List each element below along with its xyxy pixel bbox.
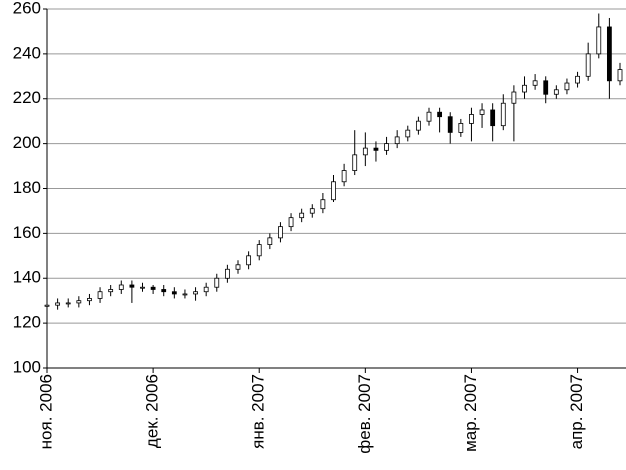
y-tick-label: 260 — [13, 0, 41, 17]
candle-body — [182, 293, 188, 296]
y-tick-label: 240 — [13, 43, 41, 62]
candle-body — [224, 268, 230, 279]
candle-body — [564, 82, 570, 91]
candle-body — [267, 237, 273, 245]
x-tick-label: дек. 2006 — [143, 374, 162, 448]
candle-body — [617, 69, 623, 82]
y-tick-label: 180 — [13, 178, 41, 197]
candle-body — [490, 109, 496, 127]
candle-body — [87, 298, 92, 302]
x-tick-label: янв. 2007 — [249, 374, 268, 449]
candle-body — [44, 304, 50, 307]
candle-body — [203, 286, 209, 293]
candle-body — [458, 123, 464, 133]
candle-body — [532, 80, 538, 86]
candle-body — [331, 181, 336, 201]
x-tick-label: фев. 2007 — [355, 374, 374, 454]
candle-body — [97, 291, 103, 299]
candle-body — [553, 89, 559, 95]
candle-body — [543, 80, 549, 95]
candle-body — [246, 255, 252, 266]
candle-body — [214, 277, 220, 288]
candle-body — [575, 75, 580, 84]
candle-body — [140, 286, 145, 289]
y-tick-label: 160 — [13, 223, 41, 242]
candle-body — [415, 120, 421, 131]
candle-body — [437, 111, 443, 118]
y-tick-label: 200 — [13, 133, 41, 152]
candle-body — [309, 208, 315, 214]
candle-body — [585, 53, 591, 77]
y-tick-label: 220 — [13, 88, 41, 107]
candle-body — [606, 26, 612, 82]
candle-body — [299, 212, 305, 219]
x-tick-label: ноя. 2006 — [36, 374, 55, 449]
x-tick-label: мар. 2007 — [461, 374, 480, 452]
candle-body — [256, 244, 262, 257]
candle-body — [479, 109, 485, 115]
x-tick-label: апр. 2007 — [567, 374, 586, 449]
candle-body — [341, 170, 347, 183]
candle-body — [426, 111, 432, 122]
candle-body — [55, 302, 61, 306]
candle-body — [193, 291, 198, 295]
candle-body — [108, 289, 114, 293]
candle-body — [596, 26, 602, 55]
candle-body — [469, 114, 474, 124]
y-tick-label: 140 — [13, 268, 41, 287]
candle-body — [384, 143, 389, 151]
candle-body — [394, 136, 400, 145]
candle-body — [278, 226, 283, 239]
candle-body — [76, 300, 82, 304]
candle-body — [150, 286, 156, 290]
candle-body — [522, 84, 527, 93]
candle-body — [511, 91, 517, 104]
candle-body — [373, 147, 379, 151]
y-tick-label: 120 — [13, 313, 41, 332]
y-tick-label: 100 — [13, 357, 41, 376]
candle-body — [161, 289, 167, 293]
candle-body — [362, 147, 368, 156]
candle-body — [171, 291, 177, 295]
candle-body — [235, 264, 241, 270]
candle-body — [129, 284, 135, 288]
candle-body — [288, 217, 294, 228]
candle-body — [405, 129, 411, 138]
candle-body — [447, 116, 453, 133]
candle-body — [65, 302, 71, 305]
candle-body — [118, 284, 124, 290]
candle-body — [320, 199, 326, 210]
candle-body — [352, 154, 358, 171]
candle-body — [500, 102, 506, 127]
